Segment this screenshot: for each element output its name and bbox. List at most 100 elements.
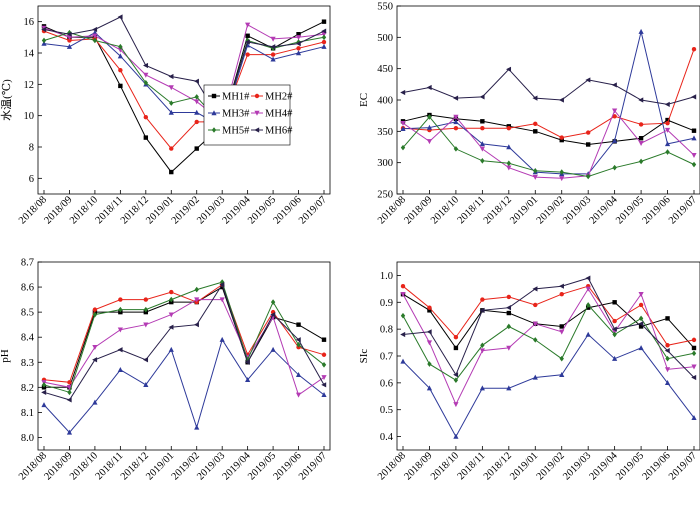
series-line (43, 31, 325, 128)
y-tick-label: 250 (377, 190, 393, 201)
series-line (402, 49, 695, 139)
data-point (117, 347, 123, 353)
data-point (559, 324, 564, 329)
y-tick-label: 10 (24, 111, 35, 122)
legend-label: MH3# (222, 109, 250, 120)
data-point (245, 33, 250, 38)
data-point (691, 94, 697, 100)
plot-frame (396, 261, 700, 451)
y-tick-label: 0.8 (380, 325, 393, 336)
data-point (426, 84, 432, 91)
panel-water-temp: 68101214162018/082018/092018/102018/1120… (0, 5, 331, 226)
data-point (453, 372, 459, 378)
x-tick-label: 2019/05 (614, 450, 646, 482)
data-point (321, 375, 327, 381)
series-line (402, 114, 695, 146)
data-point (665, 343, 670, 348)
data-point (194, 94, 199, 100)
y-tick-label: 16 (24, 17, 35, 28)
data-point (480, 126, 485, 131)
data-point (691, 128, 697, 133)
data-point (532, 374, 538, 380)
data-point (194, 119, 199, 125)
data-point (67, 38, 72, 43)
series-MH5 (41, 279, 327, 396)
data-point (506, 144, 512, 150)
data-point (400, 126, 406, 132)
y-tick-label: 1.0 (380, 271, 393, 282)
data-point (400, 144, 406, 151)
data-point (168, 109, 174, 115)
data-point (506, 66, 512, 72)
data-point (194, 424, 200, 430)
legend-label: MH1# (222, 92, 250, 103)
data-point (691, 414, 697, 420)
y-tick-label: 12 (24, 80, 35, 91)
legend-item: MH1# (208, 92, 250, 103)
series-line (402, 304, 695, 381)
data-point (479, 146, 485, 152)
data-point (295, 35, 302, 41)
data-point (400, 312, 406, 319)
y-tick-label: 550 (377, 2, 393, 13)
legend-marker (254, 110, 260, 116)
data-point (143, 306, 149, 313)
data-point (168, 85, 174, 91)
data-point (66, 31, 72, 37)
y-tick-label: 8 (29, 143, 34, 154)
panel-sic: 0.40.50.60.70.80.91.02018/082018/092018/… (358, 261, 700, 482)
data-point (427, 114, 432, 120)
data-point (612, 108, 618, 114)
data-point (665, 355, 670, 362)
data-point (66, 43, 73, 49)
data-point (66, 35, 73, 41)
x-tick-label: 2019/02 (535, 194, 567, 226)
data-point (585, 275, 591, 281)
series-MH2 (400, 47, 697, 140)
series-line (402, 31, 695, 175)
data-point (558, 97, 564, 103)
x-tick-label: 2018/11 (456, 450, 488, 482)
data-point (41, 389, 47, 395)
data-point (453, 95, 459, 101)
series-line (43, 32, 325, 127)
data-point (245, 377, 251, 383)
y-tick-label: 0.5 (380, 405, 393, 416)
data-point (92, 33, 98, 39)
data-point (664, 101, 670, 107)
data-point (506, 323, 512, 330)
data-point (506, 310, 512, 316)
data-point (638, 345, 644, 351)
data-point (559, 292, 564, 297)
data-point (143, 322, 149, 328)
data-point (117, 366, 123, 372)
data-point (453, 126, 459, 131)
data-point (67, 380, 72, 385)
data-point (66, 385, 73, 391)
data-point (194, 146, 199, 151)
y-axis-title: 水温(℃) (0, 79, 13, 121)
data-point (638, 324, 644, 329)
x-tick-label: 2019/07 (667, 194, 699, 226)
data-point (270, 36, 276, 42)
series-line (402, 116, 695, 178)
series-line (402, 287, 695, 406)
y-tick-label: 350 (377, 127, 393, 138)
data-point (426, 329, 432, 335)
legend-item: MH4# (251, 109, 293, 120)
data-point (143, 382, 149, 388)
legend-box (203, 84, 291, 146)
x-tick-label: 2018/12 (482, 450, 514, 482)
data-point (169, 289, 174, 295)
data-point (638, 302, 644, 308)
data-point (453, 114, 459, 120)
data-point (691, 350, 697, 357)
series-MH3 (400, 28, 697, 177)
series-MH6 (41, 281, 327, 403)
y-tick-label: 8.2 (21, 383, 34, 394)
y-tick-label: 6 (29, 174, 34, 185)
x-tick-label: 2019/06 (641, 194, 673, 226)
data-point (296, 341, 301, 348)
data-point (506, 126, 512, 131)
x-tick-label: 2019/07 (297, 194, 329, 226)
